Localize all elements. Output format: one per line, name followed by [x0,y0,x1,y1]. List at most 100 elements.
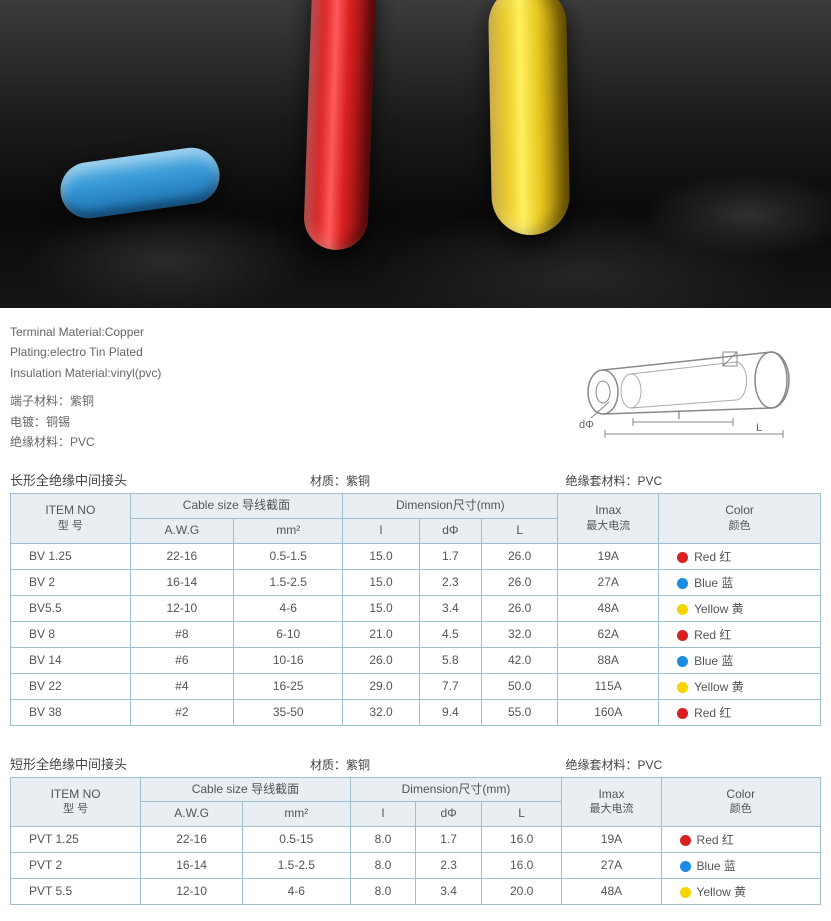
cell-imax: 27A [562,852,661,878]
cell-awg: 12-10 [141,878,243,904]
cell-L: 55.0 [482,699,558,725]
table-row: PVT 1.2522-160.5-158.01.716.019ARed 红 [11,826,821,852]
cell-item: BV5.5 [11,595,131,621]
svg-text:L: L [756,422,762,434]
table-row: BV 216-141.5-2.515.02.326.027ABlue 蓝 [11,569,821,595]
diagram-dphi-label: dΦ [579,419,594,431]
color-label: Red 红 [694,628,731,642]
th-dimension: Dimension尺寸(mm) [343,494,558,519]
cell-l: 8.0 [350,878,416,904]
cell-item: BV 2 [11,569,131,595]
cell-L: 50.0 [482,673,558,699]
th-color: Color颜色 [659,494,821,543]
table-header: ITEM NO型 号 Cable size 导线截面 Dimension尺寸(m… [11,494,821,543]
cell-l: 29.0 [343,673,419,699]
cell-dphi: 2.3 [416,852,482,878]
hero-yellow-tube [488,0,570,236]
cell-awg: 12-10 [130,595,233,621]
color-dot-icon [677,708,688,719]
color-label: Red 红 [694,706,731,720]
cell-color: Red 红 [661,826,820,852]
section1-title: 长形全绝缘中间接头 [10,470,310,489]
cell-mm2: 10-16 [234,647,343,673]
spec-table-1: ITEM NO型 号 Cable size 导线截面 Dimension尺寸(m… [10,493,821,725]
table-row: PVT 216-141.5-2.58.02.316.027ABlue 蓝 [11,852,821,878]
cell-imax: 115A [558,673,659,699]
meta-en-line1: Terminal Material:Copper [10,322,541,342]
th-L: L [482,518,558,543]
cell-awg: #6 [130,647,233,673]
th-L: L [481,802,561,827]
color-dot-icon [677,682,688,693]
cell-l: 15.0 [343,595,419,621]
color-label: Blue 蓝 [694,654,733,668]
cell-color: Blue 蓝 [659,569,821,595]
color-dot-icon [680,835,691,846]
cell-mm2: 4-6 [243,878,351,904]
cell-awg: #8 [130,621,233,647]
cell-l: 8.0 [350,826,416,852]
color-dot-icon [677,604,688,615]
cell-dphi: 5.8 [419,647,481,673]
cell-color: Blue 蓝 [659,647,821,673]
cell-imax: 48A [562,878,661,904]
table-row: BV5.512-104-615.03.426.048AYellow 黄 [11,595,821,621]
cell-imax: 160A [558,699,659,725]
th-awg: A.W.G [141,802,243,827]
th-l: l [343,518,419,543]
svg-text:l: l [678,410,680,422]
color-label: Blue 蓝 [694,576,733,590]
cell-awg: 16-14 [141,852,243,878]
cell-L: 32.0 [482,621,558,647]
cell-mm2: 0.5-15 [243,826,351,852]
cell-dphi: 9.4 [419,699,481,725]
table-header: ITEM NO型 号 Cable size 导线截面 Dimension尺寸(m… [11,777,821,826]
table-row: BV 1.2522-160.5-1.515.01.726.019ARed 红 [11,543,821,569]
cell-awg: 22-16 [141,826,243,852]
cell-l: 32.0 [343,699,419,725]
cell-imax: 19A [562,826,661,852]
th-item-no: ITEM NO型 号 [11,494,131,543]
cell-awg: #4 [130,673,233,699]
cell-mm2: 1.5-2.5 [234,569,343,595]
cell-l: 15.0 [343,543,419,569]
color-dot-icon [677,552,688,563]
section1-insulation: 绝缘套材料：PVC [566,472,822,489]
meta-cn-line2: 电镀：铜锡 [10,412,541,432]
cell-l: 21.0 [343,621,419,647]
th-dimension: Dimension尺寸(mm) [350,777,562,802]
spec-table-2: ITEM NO型 号 Cable size 导线截面 Dimension尺寸(m… [10,777,821,905]
cell-color: Red 红 [659,699,821,725]
th-awg: A.W.G [130,518,233,543]
section1-material: 材质：紫铜 [310,472,566,489]
product-hero-image [0,0,831,308]
cell-awg: 16-14 [130,569,233,595]
cell-imax: 48A [558,595,659,621]
cell-L: 26.0 [482,543,558,569]
th-item-no: ITEM NO型 号 [11,777,141,826]
th-mm2: mm² [234,518,343,543]
th-dphi: dΦ [419,518,481,543]
color-dot-icon [677,578,688,589]
cell-imax: 19A [558,543,659,569]
color-dot-icon [680,861,691,872]
table-row: BV 22#416-2529.07.750.0115AYellow 黄 [11,673,821,699]
cell-awg: #2 [130,699,233,725]
cell-dphi: 4.5 [419,621,481,647]
cell-l: 26.0 [343,647,419,673]
meta-cn-line1: 端子材料：紫铜 [10,391,541,411]
cell-L: 16.0 [481,826,561,852]
cell-imax: 27A [558,569,659,595]
cell-dphi: 1.7 [419,543,481,569]
cell-dphi: 3.4 [419,595,481,621]
cell-imax: 88A [558,647,659,673]
cell-imax: 62A [558,621,659,647]
cell-item: PVT 5.5 [11,878,141,904]
hero-red-tube [303,0,377,251]
section2-title-row: 短形全绝缘中间接头 材质：紫铜 绝缘套材料：PVC [0,742,831,777]
color-dot-icon [680,887,691,898]
meta-text-block: Terminal Material:Copper Plating:electro… [10,322,541,452]
color-label: Red 红 [697,833,734,847]
dimension-diagram: dΦ l L [561,322,821,442]
meta-cn-line3: 绝缘材料：PVC [10,432,541,452]
